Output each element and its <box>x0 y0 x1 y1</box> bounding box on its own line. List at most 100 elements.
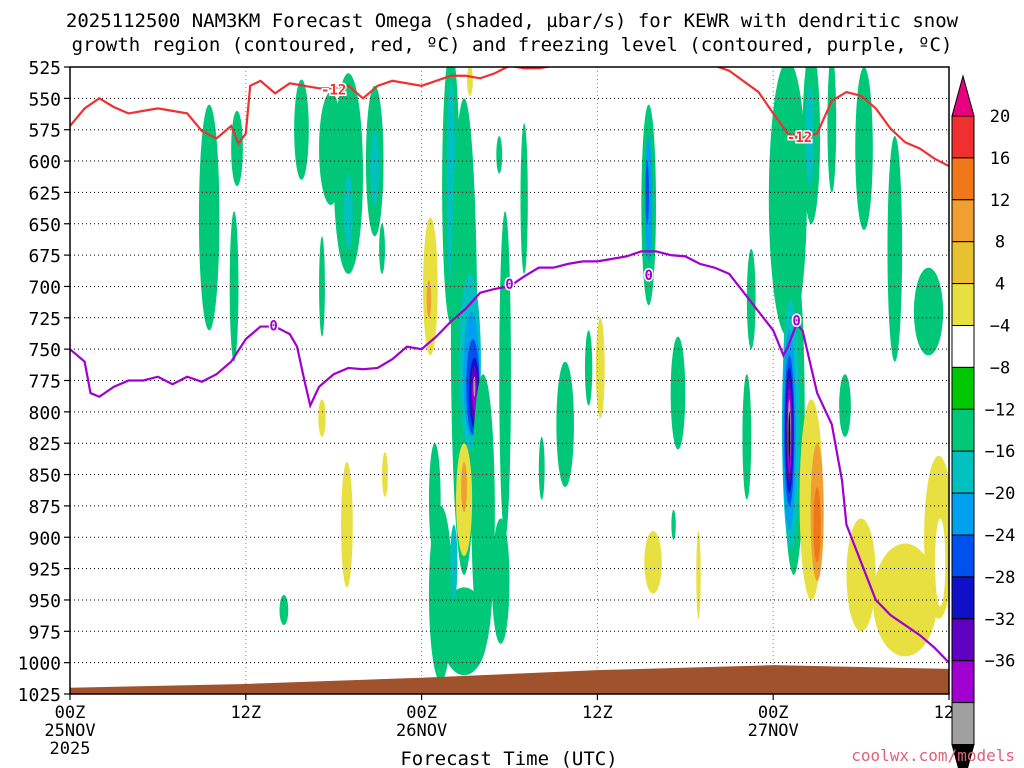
colorbar-swatch <box>951 534 975 578</box>
omega-region <box>746 248 756 350</box>
y-tick-label: 575 <box>28 121 61 142</box>
omega-region <box>440 587 488 676</box>
omega-region <box>428 443 441 557</box>
freezing-contour-label: 0 <box>644 268 652 284</box>
x-tick-time-label: 00Z <box>758 703 789 723</box>
colorbar: 20 16 12 8 4 −4 −8 −12 −16 −20 −24 −28 −32 −36 <box>951 74 1016 768</box>
omega-region <box>499 211 511 538</box>
omega-region <box>231 110 243 187</box>
omega-region <box>343 173 353 249</box>
y-tick-label: 925 <box>28 560 61 581</box>
y-tick-label: 1000 <box>18 654 61 675</box>
colorbar-swatch <box>951 408 975 452</box>
colorbar-swatch <box>951 492 975 536</box>
colorbar-label: −24 <box>985 526 1016 546</box>
x-tick-year-label: 2025 <box>50 739 91 759</box>
colorbar-bottom-arrow <box>951 744 975 768</box>
omega-region <box>872 543 938 657</box>
y-tick-label: 550 <box>28 89 61 110</box>
y-tick-label: 725 <box>28 309 61 330</box>
colorbar-label: 20 <box>990 107 1010 127</box>
colorbar-label: −12 <box>985 400 1016 420</box>
colorbar-label: −36 <box>985 652 1016 672</box>
omega-region <box>670 336 686 450</box>
y-tick-label: 825 <box>28 434 61 455</box>
freezing-level-line <box>70 250 949 664</box>
omega-region <box>341 462 353 588</box>
x-tick-time-label: 12Z <box>582 703 613 723</box>
omega-region <box>333 73 363 274</box>
omega-region <box>671 509 676 540</box>
omega-region <box>294 79 309 180</box>
x-tick-date-label: 27NOV <box>748 721 799 741</box>
omega-region <box>370 129 380 205</box>
omega-region <box>839 374 851 437</box>
colorbar-label: −28 <box>985 568 1016 588</box>
y-tick-label: 850 <box>28 466 61 487</box>
omega-region <box>471 374 495 651</box>
omega-shading <box>198 67 949 682</box>
omega-region <box>644 530 662 594</box>
omega-region <box>426 280 432 318</box>
colorbar-label: 12 <box>990 191 1010 211</box>
colorbar-swatch <box>951 366 975 410</box>
y-tick-label: 775 <box>28 372 61 393</box>
y-tick-label: 800 <box>28 403 61 424</box>
y-tick-label: 625 <box>28 183 61 204</box>
omega-region <box>461 462 468 513</box>
omega-region <box>473 376 476 397</box>
contour-labels: -12 -12 0 0 0 0 <box>268 81 814 336</box>
x-tick-time-label: 00Z <box>406 703 437 723</box>
omega-region <box>595 317 605 419</box>
omega-region <box>855 67 873 230</box>
x-tick-date-label: 26NOV <box>396 721 447 741</box>
colorbar-label: −16 <box>985 442 1016 462</box>
chart-title-line1: 2025112500 NAM3KM Forecast Omega (shaded… <box>66 10 959 32</box>
y-tick-label: 675 <box>28 246 61 267</box>
x-axis-title: Forecast Time (UTC) <box>400 748 617 768</box>
colorbar-swatch <box>951 702 975 745</box>
y-tick-label: 975 <box>28 622 61 643</box>
dendritic-contour-label: -12 <box>321 83 346 99</box>
colorbar-label: 8 <box>995 233 1005 253</box>
colorbar-top-arrow <box>951 74 975 117</box>
omega-region <box>696 530 701 619</box>
dendritic-contour-label: -12 <box>787 130 812 146</box>
colorbar-swatch <box>951 283 975 327</box>
omega-region <box>645 161 649 224</box>
freezing-contour-label: 0 <box>792 313 800 329</box>
colorbar-label: −32 <box>985 610 1016 630</box>
y-tick-label: 950 <box>28 591 61 612</box>
freezing-contour-label: 0 <box>505 277 513 293</box>
omega-region <box>827 67 837 193</box>
colorbar-label: 4 <box>995 275 1005 295</box>
omega-region <box>742 374 752 500</box>
y-tick-label: 875 <box>28 497 61 518</box>
grid-lines <box>70 67 949 694</box>
omega-region <box>382 451 388 498</box>
colorbar-swatch <box>951 576 975 620</box>
colorbar-label: −4 <box>990 317 1010 337</box>
colorbar-swatch <box>951 660 975 704</box>
omega-region <box>538 436 545 500</box>
colorbar-swatch <box>951 450 975 494</box>
colorbar-label: −20 <box>985 484 1016 504</box>
omega-region <box>788 411 791 463</box>
y-axis: 525 550 575 600 625 650 675 700 725 750 775 800 825 8… <box>18 58 70 706</box>
colorbar-swatch <box>951 325 975 368</box>
omega-region <box>935 518 946 607</box>
y-tick-label: 600 <box>28 152 61 173</box>
omega-region <box>520 123 528 274</box>
dendritic-isotherm-line <box>70 67 949 168</box>
x-tick-time-label: 00Z <box>55 703 86 723</box>
omega-region <box>813 487 821 563</box>
terrain-surface <box>70 665 949 694</box>
y-tick-label: 750 <box>28 340 61 361</box>
y-tick-label: 700 <box>28 277 61 298</box>
omega-region <box>846 518 876 632</box>
omega-region <box>491 518 510 644</box>
y-tick-label: 1025 <box>18 685 61 706</box>
omega-region <box>556 361 574 488</box>
